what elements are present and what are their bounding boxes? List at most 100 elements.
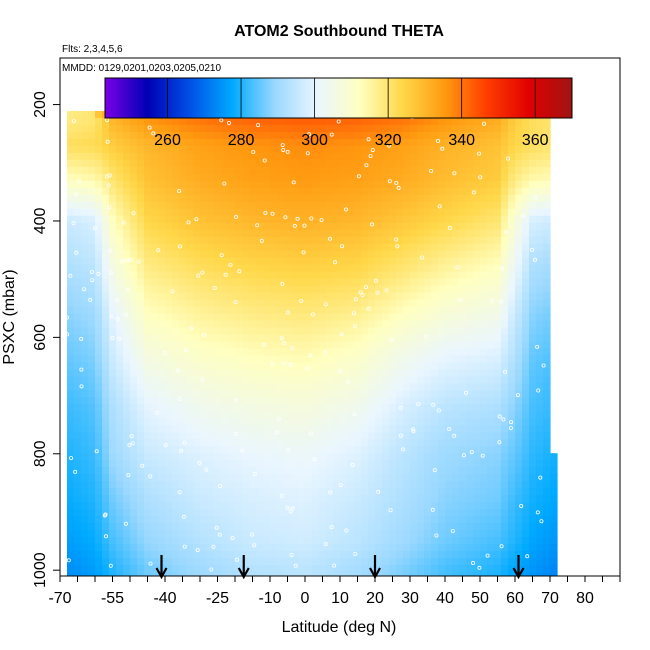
heatmap-cell <box>529 292 537 301</box>
heatmap-cell <box>340 418 348 426</box>
heatmap-cell <box>186 180 194 189</box>
heatmap-cell <box>438 523 446 531</box>
heatmap-cell <box>193 306 201 315</box>
heatmap-cell <box>417 467 425 475</box>
heatmap-cell <box>137 215 145 224</box>
heatmap-cell <box>543 243 551 252</box>
heatmap-cell <box>403 320 411 329</box>
heatmap-cell <box>508 523 516 531</box>
heatmap-cell <box>319 138 327 147</box>
heatmap-cell <box>382 292 390 301</box>
heatmap-cell <box>207 306 215 315</box>
heatmap-cell <box>144 194 152 203</box>
heatmap-cell <box>102 432 110 440</box>
sample-marker <box>299 298 304 303</box>
heatmap-cell <box>522 145 530 154</box>
heatmap-cell <box>228 348 236 357</box>
heatmap-cell <box>200 418 208 426</box>
heatmap-cell <box>375 236 383 245</box>
heatmap-cell <box>158 355 166 363</box>
heatmap-cell <box>431 250 439 259</box>
heatmap-cell <box>200 320 208 329</box>
heatmap-cell <box>235 446 243 454</box>
heatmap-cell <box>494 446 502 454</box>
heatmap-cell <box>333 557 341 566</box>
heatmap-cell <box>522 453 530 461</box>
heatmap-cell <box>249 131 257 140</box>
heatmap-cell <box>473 383 481 391</box>
heatmap-cell <box>312 411 320 419</box>
heatmap-cell <box>431 292 439 301</box>
heatmap-cell <box>235 236 243 245</box>
heatmap-cell <box>249 306 257 315</box>
heatmap-cell <box>305 145 313 154</box>
heatmap-cell <box>242 138 250 147</box>
heatmap-cell <box>515 166 523 175</box>
heatmap-cell <box>235 495 243 503</box>
heatmap-cell <box>186 467 194 475</box>
heatmap-cell <box>459 453 467 461</box>
heatmap-cell <box>466 271 474 280</box>
heatmap-cell <box>312 166 320 175</box>
heatmap-cell <box>522 397 530 405</box>
heatmap-cell <box>207 425 215 433</box>
heatmap-cell <box>214 124 222 133</box>
sample-marker <box>353 552 358 557</box>
heatmap-cell <box>186 194 194 203</box>
heatmap-cell <box>144 292 152 301</box>
heatmap-cell <box>417 201 425 210</box>
heatmap-cell <box>179 418 187 426</box>
heatmap-cell <box>207 215 215 224</box>
heatmap-cell <box>459 488 467 496</box>
heatmap-cell <box>396 571 404 576</box>
heatmap-cell <box>410 425 418 433</box>
heatmap-cell <box>382 467 390 475</box>
heatmap-cell <box>263 446 271 454</box>
heatmap-cell <box>424 446 432 454</box>
heatmap-cell <box>487 229 495 238</box>
heatmap-cell <box>123 348 131 357</box>
heatmap-cell <box>487 376 495 384</box>
heatmap-cell <box>277 362 285 370</box>
heatmap-cell <box>67 530 75 538</box>
heatmap-cell <box>319 131 327 140</box>
heatmap-cell <box>284 271 292 280</box>
heatmap-cell <box>473 460 481 468</box>
heatmap-cell <box>396 550 404 559</box>
heatmap-cell <box>431 348 439 357</box>
heatmap-cell <box>67 390 75 398</box>
heatmap-cell <box>74 194 82 203</box>
heatmap-cell <box>291 201 299 210</box>
heatmap-cell <box>459 523 467 531</box>
heatmap-cell <box>158 348 166 357</box>
heatmap-cell <box>473 313 481 322</box>
sample-marker <box>90 278 95 283</box>
heatmap-cell <box>298 152 306 161</box>
heatmap-cell <box>291 299 299 308</box>
heatmap-cell <box>214 355 222 363</box>
heatmap-cell <box>298 243 306 252</box>
heatmap-cell <box>431 467 439 475</box>
heatmap-cell <box>214 159 222 168</box>
heatmap-cell <box>137 418 145 426</box>
heatmap-cell <box>368 131 376 140</box>
heatmap-cell <box>529 446 537 454</box>
heatmap-cell <box>74 110 82 119</box>
heatmap-cell <box>375 194 383 203</box>
heatmap-cell <box>361 222 369 231</box>
sample-marker <box>270 361 275 366</box>
heatmap-cell <box>277 131 285 140</box>
heatmap-cell <box>480 446 488 454</box>
heatmap-cell <box>214 502 222 510</box>
heatmap-cell <box>172 369 180 377</box>
heatmap-cell <box>67 180 75 189</box>
heatmap-cell <box>396 159 404 168</box>
heatmap-cell <box>326 439 334 447</box>
heatmap-cell <box>179 117 187 126</box>
heatmap-cell <box>466 334 474 343</box>
heatmap-cell <box>487 474 495 482</box>
heatmap-cell <box>249 117 257 126</box>
heatmap-cell <box>487 481 495 489</box>
heatmap-cell <box>452 474 460 482</box>
heatmap-cell <box>375 313 383 322</box>
